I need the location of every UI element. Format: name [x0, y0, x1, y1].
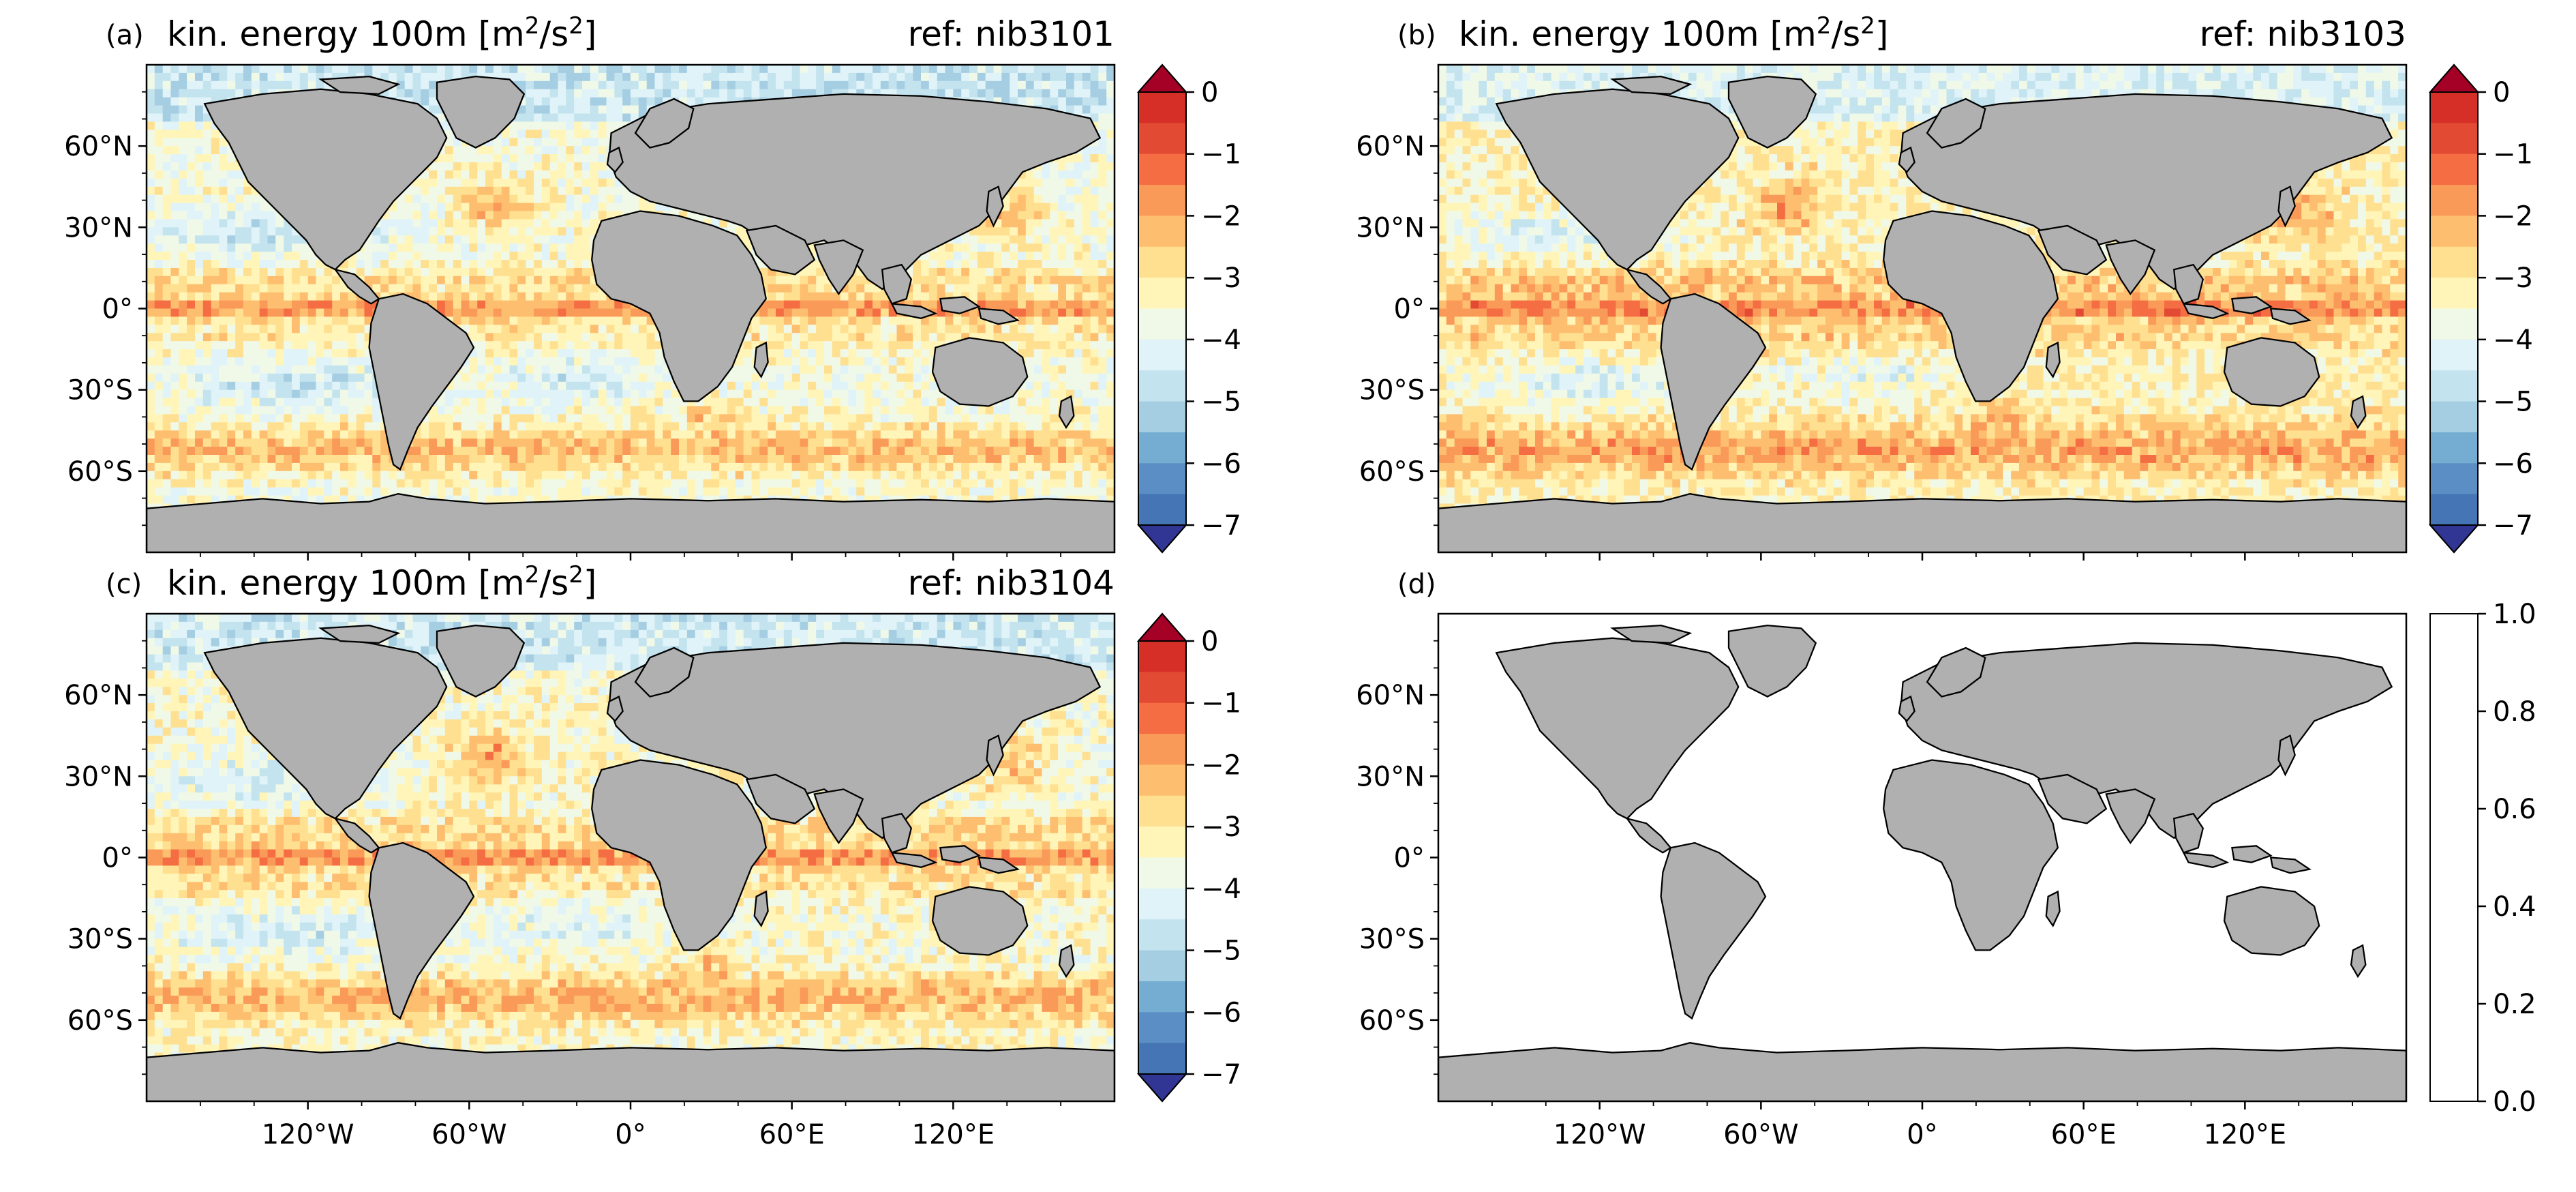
panel-a: (a) kin. energy 100m [m2/s2] ref: nib3101 6… — [64, 12, 1241, 561]
lat-tick-label: 0° — [1394, 294, 1425, 325]
panel-label: (a) — [106, 20, 144, 51]
colorbar-tick-label: 1.0 — [2493, 599, 2536, 630]
lat-tick-label: 30°N — [1356, 761, 1425, 792]
lat-tick-label: 60°S — [1359, 1005, 1425, 1037]
lon-tick-label: 0° — [1907, 1119, 1937, 1150]
colorbar-tick-label: 0.0 — [2493, 1086, 2536, 1118]
colorbar-tick-label: −3 — [2493, 263, 2533, 294]
colorbar-tick-label: −4 — [2493, 325, 2533, 356]
lat-tick-label: 60°S — [1359, 456, 1425, 488]
lon-tick-label: 60°E — [2051, 1119, 2117, 1150]
colorbar-tick-label: 0.8 — [2493, 696, 2536, 728]
panel-c: (c) kin. energy 100m [m2/s2] ref: nib3104 6… — [64, 561, 1241, 1150]
panel-ref: ref: nib3103 — [2200, 14, 2406, 54]
colorbar-tick-label: −3 — [1201, 263, 1241, 294]
panel-ref: ref: nib3101 — [908, 14, 1115, 54]
panel-label: (b) — [1397, 20, 1436, 51]
lat-tick-label: 30°N — [1356, 212, 1425, 243]
colorbar-tick-label: −4 — [1201, 874, 1241, 905]
lat-tick-label: 30°S — [1359, 924, 1425, 955]
panel-ref: ref: nib3104 — [908, 563, 1115, 603]
colorbar-tick-label: −7 — [1201, 510, 1241, 541]
colorbar-tick-label: −5 — [1201, 387, 1241, 418]
colorbar-tick-label: −5 — [2493, 387, 2533, 418]
colorbar-tick-label: −3 — [1201, 811, 1241, 843]
lat-tick-label: 0° — [102, 294, 133, 325]
lat-tick-label: 30°N — [64, 761, 133, 792]
panel-label: (c) — [106, 569, 142, 600]
lat-tick-label: 60°N — [1356, 680, 1425, 711]
lon-tick-label: 60°W — [431, 1119, 506, 1150]
lat-tick-label: 60°S — [67, 456, 133, 488]
panel-title: kin. energy 100m [m2/s2] — [167, 561, 596, 603]
colorbar-tick-label: −1 — [1201, 688, 1241, 719]
colorbar-tick-label: 0.6 — [2493, 794, 2536, 825]
colorbar-tick-label: −1 — [2493, 139, 2533, 170]
colorbar-tick-label: 0.2 — [2493, 989, 2536, 1020]
colorbar-tick-label: 0 — [1201, 626, 1218, 657]
lat-tick-label: 30°S — [1359, 375, 1425, 406]
lon-tick-label: 120°E — [2204, 1119, 2287, 1150]
colorbar-tick-label: −2 — [2493, 200, 2533, 232]
lat-tick-label: 60°S — [67, 1005, 133, 1037]
colorbar-tick-label: 0 — [1201, 77, 1218, 108]
panel-title: kin. energy 100m [m2/s2] — [1459, 12, 1888, 54]
lon-tick-label: 60°W — [1723, 1119, 1798, 1150]
colorbar-tick-label: −1 — [1201, 139, 1241, 170]
colorbar-tick-label: −2 — [1201, 200, 1241, 232]
lat-tick-label: 30°S — [67, 924, 133, 955]
lat-tick-label: 30°S — [67, 375, 133, 406]
panel-title: kin. energy 100m [m2/s2] — [167, 12, 596, 54]
lon-tick-label: 120°E — [912, 1119, 995, 1150]
colorbar-tick-label: −6 — [1201, 448, 1241, 479]
lat-tick-label: 60°N — [1356, 131, 1425, 162]
colorbar-tick-label: 0.4 — [2493, 891, 2536, 923]
colorbar-tick-label: −6 — [1201, 997, 1241, 1028]
colorbar: 0 −1 −2 −3 −4 −5 −6 −7 — [1136, 612, 1241, 1103]
lat-tick-label: 0° — [1394, 843, 1425, 874]
lat-tick-label: 60°N — [64, 680, 133, 711]
panel-d: (d) 60°N 30°N 0° 30°S 60°S 120°W 60°W 0° 60°E 120°… — [1356, 569, 2536, 1150]
lon-tick-label: 120°W — [1554, 1119, 1646, 1150]
lat-tick-label: 30°N — [64, 212, 133, 243]
lat-tick-label: 0° — [102, 843, 133, 874]
lon-tick-label: 120°W — [262, 1119, 354, 1150]
colorbar-tick-label: −2 — [1201, 749, 1241, 781]
panel-b: (b) kin. energy 100m [m2/s2] ref: nib3103 6… — [1356, 12, 2533, 561]
colorbar-tick-label: −4 — [1201, 325, 1241, 356]
lon-tick-label: 0° — [615, 1119, 646, 1150]
lat-tick-label: 60°N — [64, 131, 133, 162]
colorbar-tick-label: −7 — [2493, 510, 2533, 541]
colorbar-tick-label: 0 — [2493, 77, 2510, 108]
colorbar-empty: 1.0 0.8 0.6 0.4 0.2 0.0 — [2429, 599, 2536, 1118]
colorbar-tick-label: −5 — [1201, 936, 1241, 967]
panel-label: (d) — [1397, 569, 1436, 600]
colorbar: 0 −1 −2 −3 −4 −5 −6 −7 — [2428, 63, 2533, 554]
lon-tick-label: 60°E — [759, 1119, 825, 1150]
colorbar-tick-label: −7 — [1201, 1059, 1241, 1090]
colorbar: 0 −1 −2 −3 −4 −5 −6 −7 — [1136, 63, 1241, 554]
colorbar-tick-label: −6 — [2493, 448, 2533, 479]
